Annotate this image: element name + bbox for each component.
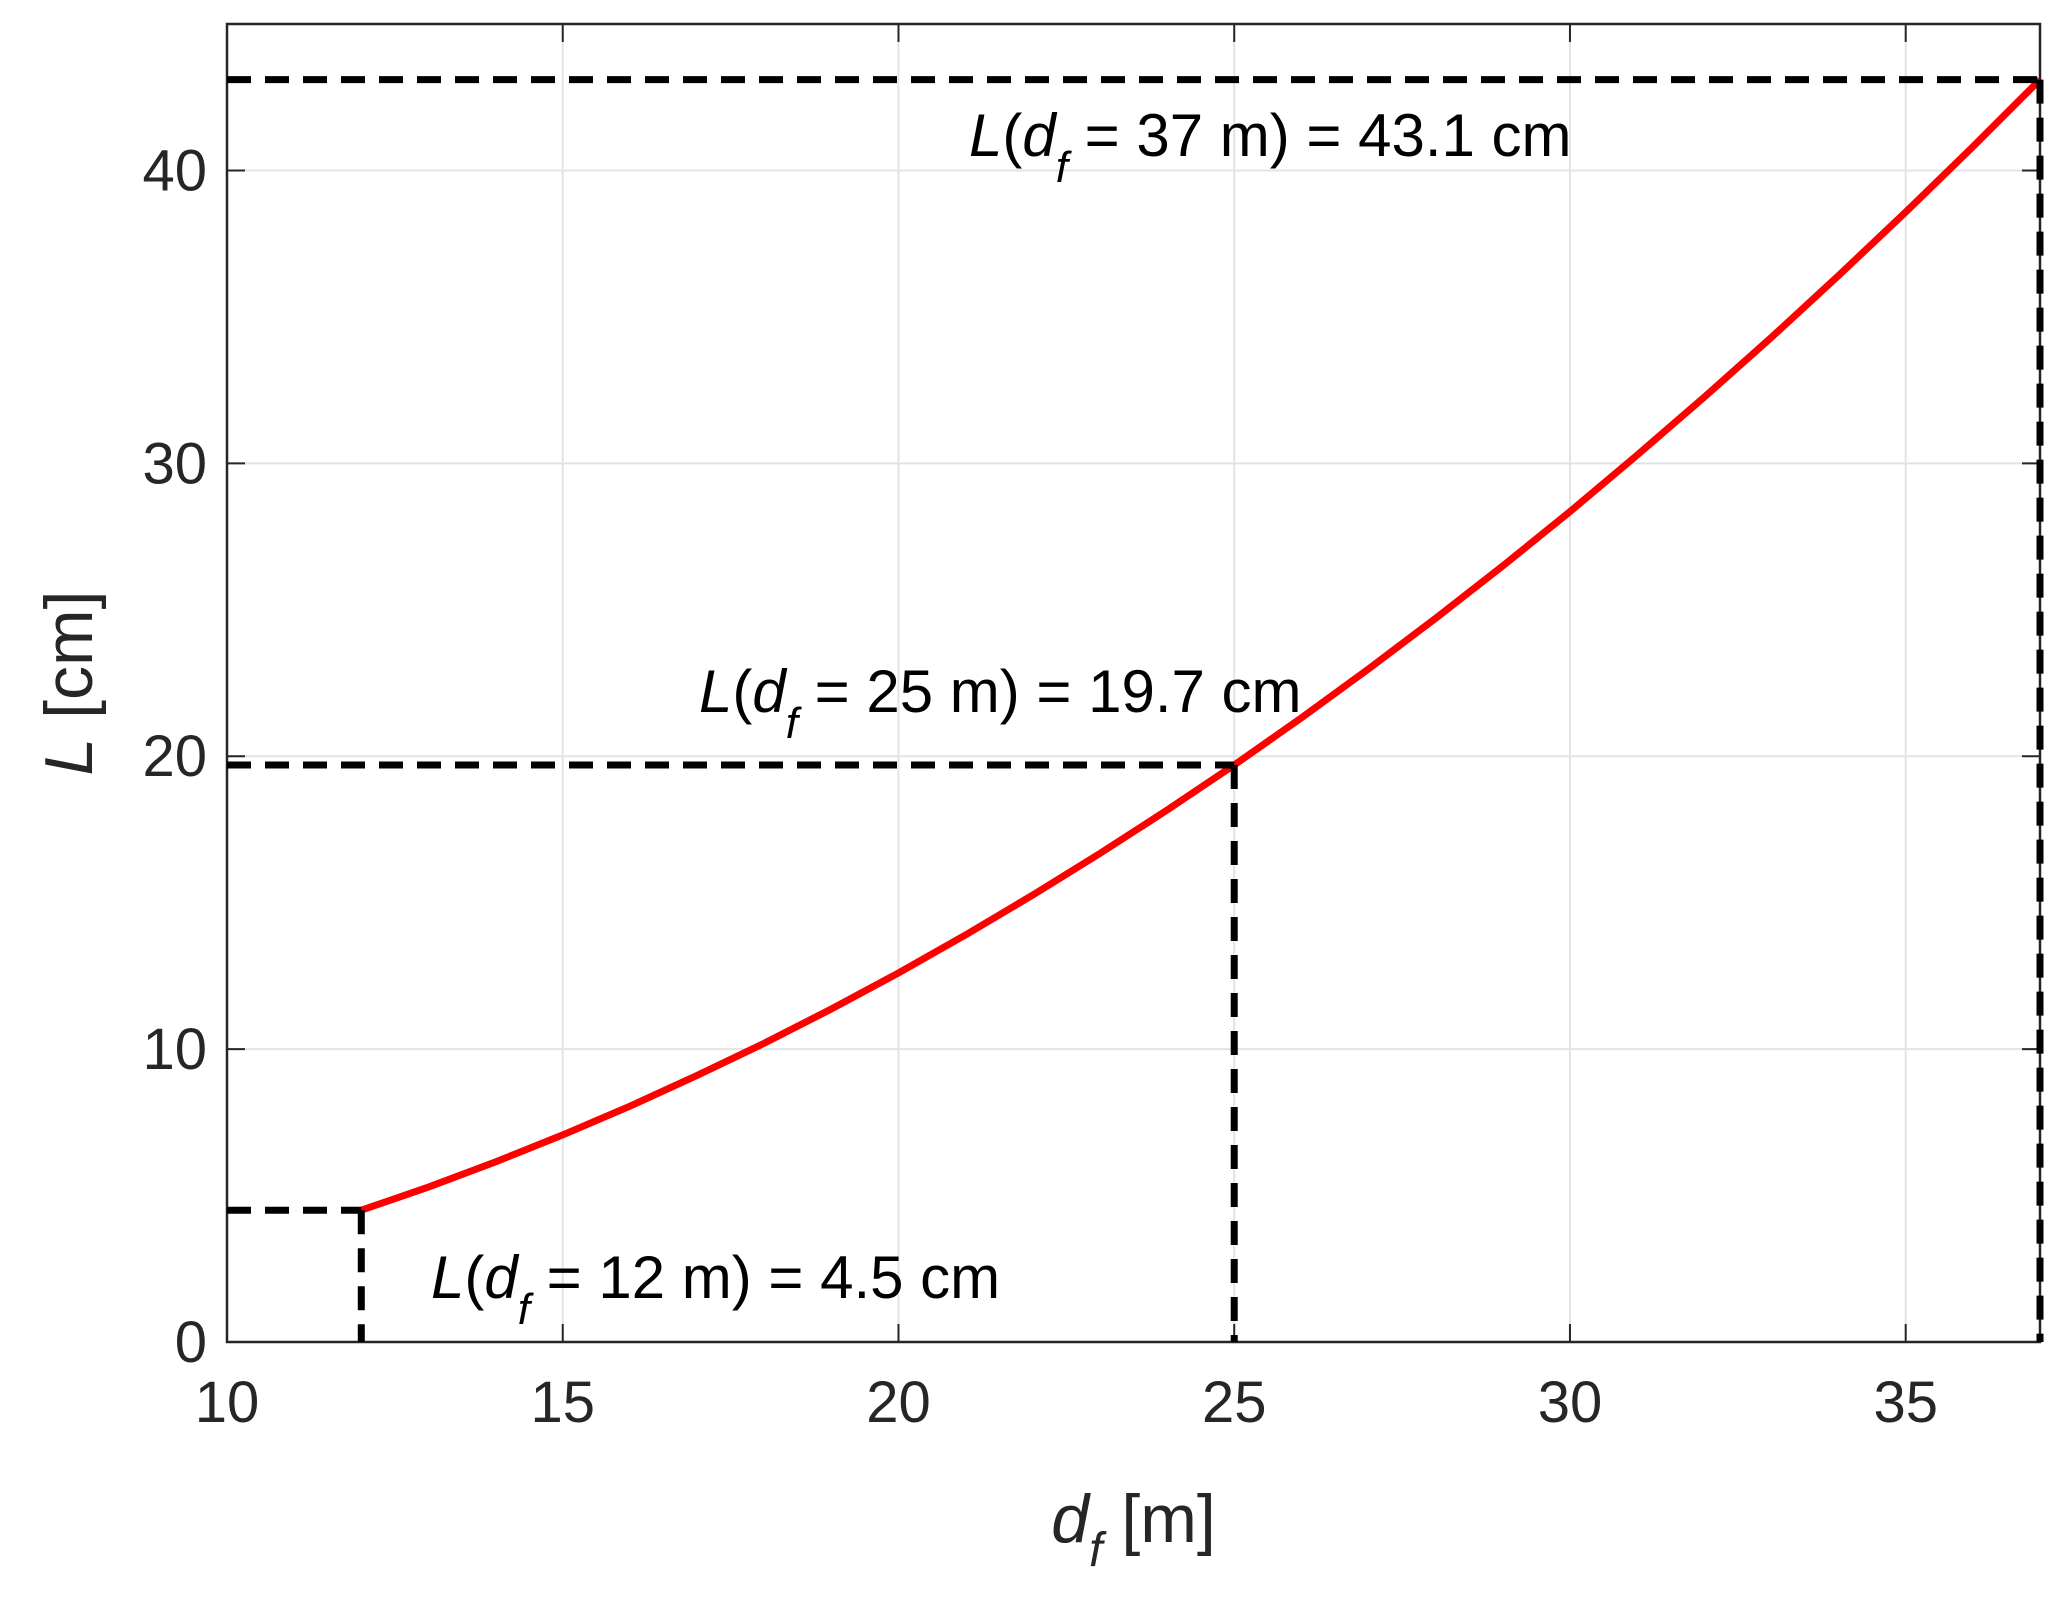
annotation-part: L [969, 102, 1002, 169]
annotation-part: L [431, 1244, 464, 1311]
annotation: L(df = 37 m) = 43.1 cm [969, 102, 1572, 192]
y-axis-label: L [cm] [31, 590, 107, 775]
y-tick-label: 10 [142, 1017, 207, 1082]
annotation-part: ( [1002, 102, 1022, 169]
x-axis-label-part: d [1051, 1481, 1091, 1557]
data-line [360, 77, 2043, 1214]
annotation-part: d [1022, 102, 1057, 169]
x-axis-label: df [m] [1051, 1481, 1216, 1577]
y-tick-label: 30 [142, 431, 207, 496]
x-tick-label: 25 [1202, 1370, 1267, 1435]
annotation-part: ( [732, 658, 752, 725]
y-tick-label: 20 [142, 724, 207, 789]
annotation-part: ( [464, 1244, 484, 1311]
annotation: L(df = 25 m) = 19.7 cm [699, 658, 1302, 748]
annotation: L(df = 12 m) = 4.5 cm [431, 1244, 1000, 1334]
plot-frame [225, 22, 2042, 1344]
x-tick-label: 10 [195, 1370, 260, 1435]
annotation-part: d [484, 1244, 519, 1311]
x-tick-label: 20 [866, 1370, 931, 1435]
y-axis-label-part: L [31, 738, 107, 776]
y-tick-label: 0 [175, 1310, 207, 1375]
annotation-part: = 12 m) = 4.5 cm [530, 1244, 1000, 1311]
annotation-part: = 37 m) = 43.1 cm [1068, 102, 1572, 169]
x-axis-label-part: [m] [1102, 1481, 1215, 1557]
y-axis-label-part: [cm] [31, 590, 107, 737]
annotation-part: d [752, 658, 787, 725]
annotation-part: = 25 m) = 19.7 cm [798, 658, 1302, 725]
annotation-part: L [699, 658, 732, 725]
y-tick-label: 40 [142, 138, 207, 203]
x-tick-label: 30 [1538, 1370, 1603, 1435]
x-tick-label: 15 [530, 1370, 595, 1435]
x-tick-label: 35 [1873, 1370, 1938, 1435]
